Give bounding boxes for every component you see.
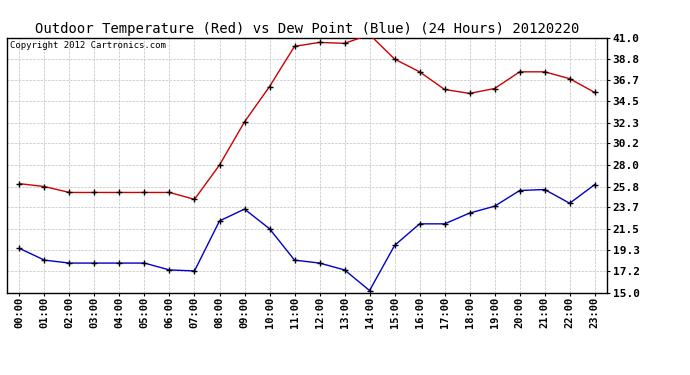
Text: Copyright 2012 Cartronics.com: Copyright 2012 Cartronics.com xyxy=(10,41,166,50)
Title: Outdoor Temperature (Red) vs Dew Point (Blue) (24 Hours) 20120220: Outdoor Temperature (Red) vs Dew Point (… xyxy=(35,22,579,36)
